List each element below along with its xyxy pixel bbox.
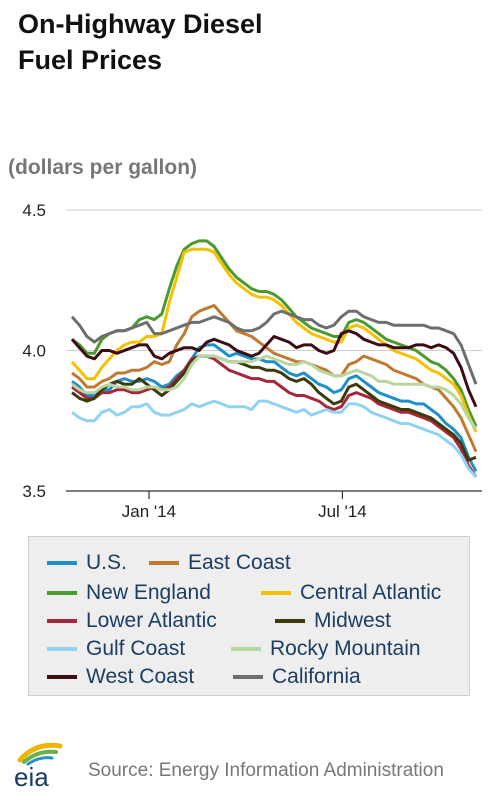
legend-label: Rocky Mountain xyxy=(270,637,421,660)
legend: U.S. East Coast New England Central Atlanti… xyxy=(28,536,470,696)
legend-item: Rocky Mountain xyxy=(231,637,421,661)
y-tick-label: 4.5 xyxy=(22,201,46,220)
title-line-1: On-Highway Diesel xyxy=(18,9,263,39)
series-line-california xyxy=(70,309,478,385)
legend-item: U.S. xyxy=(47,551,127,575)
eia-logo: eia xyxy=(14,742,63,792)
chart-title: On-Highway Diesel Fuel Prices xyxy=(18,6,318,78)
legend-item: California xyxy=(233,665,361,689)
series-lines xyxy=(70,239,478,478)
legend-label: Midwest xyxy=(314,609,392,632)
legend-swatch xyxy=(261,591,291,595)
series-line-u-s xyxy=(71,343,478,473)
legend-label: Lower Atlantic xyxy=(86,609,217,632)
y-unit-label: (dollars per gallon) xyxy=(8,156,198,179)
source-note: Source: Energy Information Administratio… xyxy=(88,760,444,781)
legend-swatch xyxy=(47,675,77,679)
legend-label: California xyxy=(272,665,361,688)
legend-swatch xyxy=(233,675,263,679)
legend-item: East Coast xyxy=(149,551,291,575)
legend-item: Central Atlantic xyxy=(261,581,441,605)
series-line-rocky-mountain xyxy=(71,354,478,431)
series-line-lower-atlantic xyxy=(71,354,478,478)
legend-label: U.S. xyxy=(86,551,127,574)
x-axis-ticks: Jan '14 Jul '14 xyxy=(122,491,367,520)
legend-swatch xyxy=(47,591,77,595)
series-line-west-coast xyxy=(70,329,478,408)
legend-item: West Coast xyxy=(47,665,194,689)
legend-item: New England xyxy=(47,581,211,605)
series-line-new-england xyxy=(71,239,478,428)
series-line-gulf-coast xyxy=(71,399,478,478)
legend-swatch xyxy=(149,561,179,565)
series-line-midwest xyxy=(71,354,477,462)
legend-label: Gulf Coast xyxy=(86,637,186,660)
legend-item: Midwest xyxy=(275,609,391,633)
legend-label: West Coast xyxy=(86,665,195,688)
line-chart: 3.5 4.0 4.5 Jan '14 Jul '14 xyxy=(22,201,482,520)
legend-label: New England xyxy=(86,581,211,604)
x-tick-label: Jul '14 xyxy=(318,502,367,520)
legend-item: Gulf Coast xyxy=(47,637,185,661)
logo-text: eia xyxy=(14,762,49,792)
title-line-2: Fuel Prices xyxy=(18,45,163,75)
legend-swatch xyxy=(275,619,305,623)
y-tick-label: 4.0 xyxy=(22,342,46,361)
legend-label: Central Atlantic xyxy=(300,581,442,604)
series-line-central-atlantic xyxy=(70,247,478,433)
y-axis-ticks: 3.5 4.0 4.5 xyxy=(22,201,46,501)
legend-swatch xyxy=(47,619,77,623)
legend-item: Lower Atlantic xyxy=(47,609,217,633)
series-line-east-coast xyxy=(71,304,478,453)
x-tick-label: Jan '14 xyxy=(122,502,176,520)
legend-swatch xyxy=(47,647,77,651)
legend-label: East Coast xyxy=(188,551,291,574)
y-tick-label: 3.5 xyxy=(22,482,46,501)
legend-swatch xyxy=(47,561,77,565)
legend-swatch xyxy=(231,647,261,651)
